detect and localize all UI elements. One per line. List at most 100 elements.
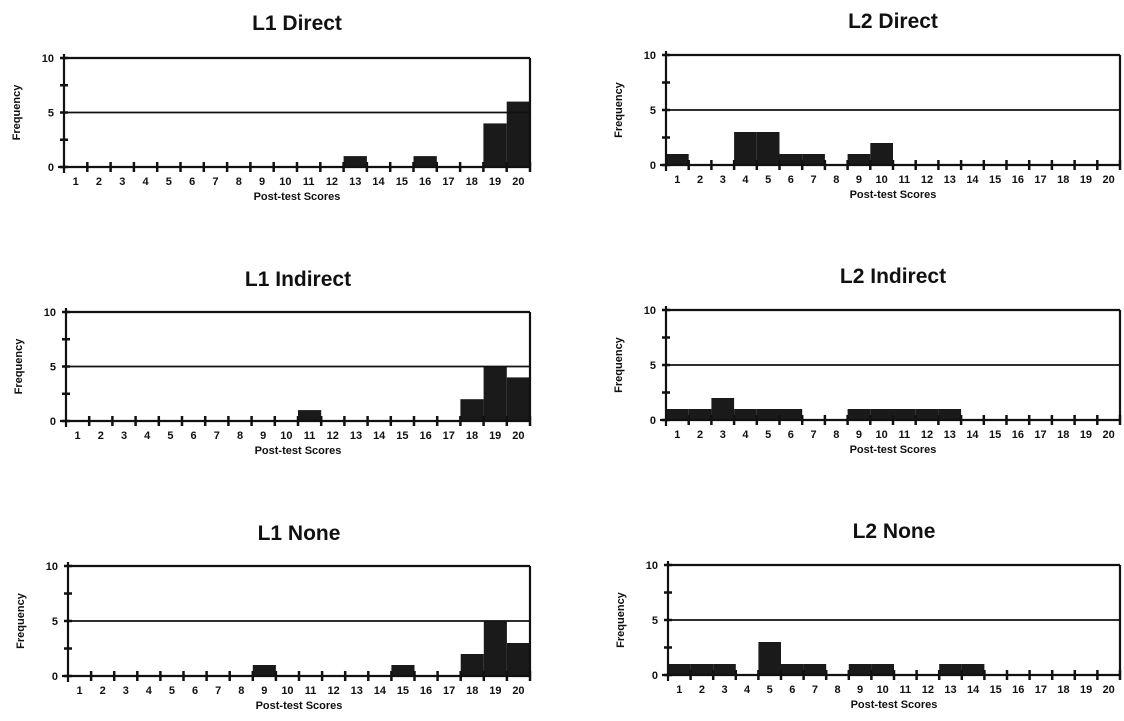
x-tick-label: 6 <box>788 174 794 186</box>
x-tick-label: 15 <box>989 429 1001 441</box>
x-tick-label: 16 <box>419 176 431 188</box>
x-tick-label: 5 <box>169 685 175 697</box>
chart-title: L2 Direct <box>848 10 938 33</box>
x-tick-label: 3 <box>720 174 726 186</box>
x-tick-label: 17 <box>443 430 455 442</box>
x-tick-label: 4 <box>742 174 749 186</box>
x-tick-label: 2 <box>100 685 106 697</box>
x-tick-label: 9 <box>856 429 862 441</box>
x-axis-title: Post-test Scores <box>254 191 341 203</box>
x-tick-label: 3 <box>721 684 727 696</box>
x-tick-label: 13 <box>944 429 956 441</box>
x-tick-label: 9 <box>857 684 863 696</box>
x-tick-label: 1 <box>674 174 680 186</box>
x-tick-label: 7 <box>214 430 220 442</box>
x-axis-title: Post-test Scores <box>851 699 938 711</box>
bar <box>734 409 757 420</box>
x-tick-label: 5 <box>767 684 773 696</box>
x-tick-label: 4 <box>146 685 153 697</box>
bar <box>870 409 893 420</box>
x-tick-label: 8 <box>833 429 839 441</box>
bar <box>803 664 827 675</box>
y-tick-label: 0 <box>650 160 656 172</box>
x-tick-label: 11 <box>305 685 317 697</box>
x-tick-label: 1 <box>676 684 682 696</box>
bar <box>668 664 691 675</box>
x-tick-label: 20 <box>512 176 524 188</box>
x-tick-label: 13 <box>350 430 362 442</box>
x-tick-label: 18 <box>1057 174 1069 186</box>
bar <box>938 409 962 420</box>
bar <box>483 123 507 167</box>
x-tick-label: 2 <box>697 429 703 441</box>
x-tick-label: 19 <box>489 430 501 442</box>
bar <box>666 154 689 165</box>
chart-title: L1 Indirect <box>245 268 351 291</box>
x-tick-label: 5 <box>166 176 172 188</box>
x-tick-label: 14 <box>967 684 980 696</box>
bar <box>758 642 781 675</box>
x-tick-label: 15 <box>397 685 409 697</box>
y-tick-label: 0 <box>52 671 58 683</box>
bar <box>690 664 714 675</box>
x-tick-label: 12 <box>922 684 934 696</box>
y-tick-label: 0 <box>650 415 656 427</box>
bar <box>961 664 985 675</box>
bar <box>506 101 530 167</box>
x-tick-label: 18 <box>466 176 478 188</box>
x-tick-label: 16 <box>420 685 432 697</box>
x-tick-label: 12 <box>328 685 340 697</box>
bar <box>711 398 735 420</box>
x-tick-label: 13 <box>944 174 956 186</box>
x-tick-label: 19 <box>1080 684 1092 696</box>
chart-title: L2 None <box>853 520 936 543</box>
y-tick-label: 0 <box>50 416 56 428</box>
x-tick-label: 4 <box>144 430 151 442</box>
x-tick-label: 19 <box>489 685 501 697</box>
bar <box>460 399 484 421</box>
y-tick-label: 5 <box>652 615 658 627</box>
bar <box>893 409 916 420</box>
bar <box>915 409 939 420</box>
y-tick-label: 10 <box>644 305 656 317</box>
x-tick-label: 10 <box>280 430 292 442</box>
x-tick-label: 15 <box>990 684 1002 696</box>
y-tick-label: 5 <box>52 616 58 628</box>
y-axis-title: Frequency <box>11 84 23 141</box>
y-axis-title: Frequency <box>613 336 625 393</box>
x-tick-label: 7 <box>810 174 816 186</box>
y-tick-label: 5 <box>50 362 56 374</box>
x-tick-label: 14 <box>372 176 385 188</box>
x-tick-label: 4 <box>742 429 749 441</box>
bar <box>779 409 803 420</box>
x-tick-label: 12 <box>326 176 338 188</box>
x-tick-label: 1 <box>674 429 680 441</box>
x-tick-label: 12 <box>327 430 339 442</box>
bar <box>870 143 893 165</box>
y-tick-label: 10 <box>46 561 58 573</box>
y-tick-label: 5 <box>650 360 656 372</box>
x-tick-label: 6 <box>789 684 795 696</box>
x-tick-label: 13 <box>351 685 363 697</box>
x-tick-label: 14 <box>374 685 387 697</box>
bar <box>343 156 367 167</box>
y-tick-label: 0 <box>48 162 54 174</box>
x-tick-label: 6 <box>191 430 197 442</box>
x-tick-label: 13 <box>349 176 361 188</box>
x-axis-title: Post-test Scores <box>256 700 343 712</box>
y-axis-title: Frequency <box>15 592 27 649</box>
x-tick-label: 3 <box>720 429 726 441</box>
y-axis-title: Frequency <box>615 591 627 648</box>
x-tick-label: 4 <box>142 176 149 188</box>
x-tick-label: 19 <box>489 176 501 188</box>
x-tick-label: 20 <box>1103 174 1115 186</box>
bar <box>252 665 276 676</box>
y-tick-label: 10 <box>44 307 56 319</box>
x-tick-label: 7 <box>812 684 818 696</box>
y-tick-label: 10 <box>644 50 656 62</box>
x-tick-label: 6 <box>189 176 195 188</box>
y-tick-label: 0 <box>652 670 658 682</box>
x-tick-label: 8 <box>834 684 840 696</box>
